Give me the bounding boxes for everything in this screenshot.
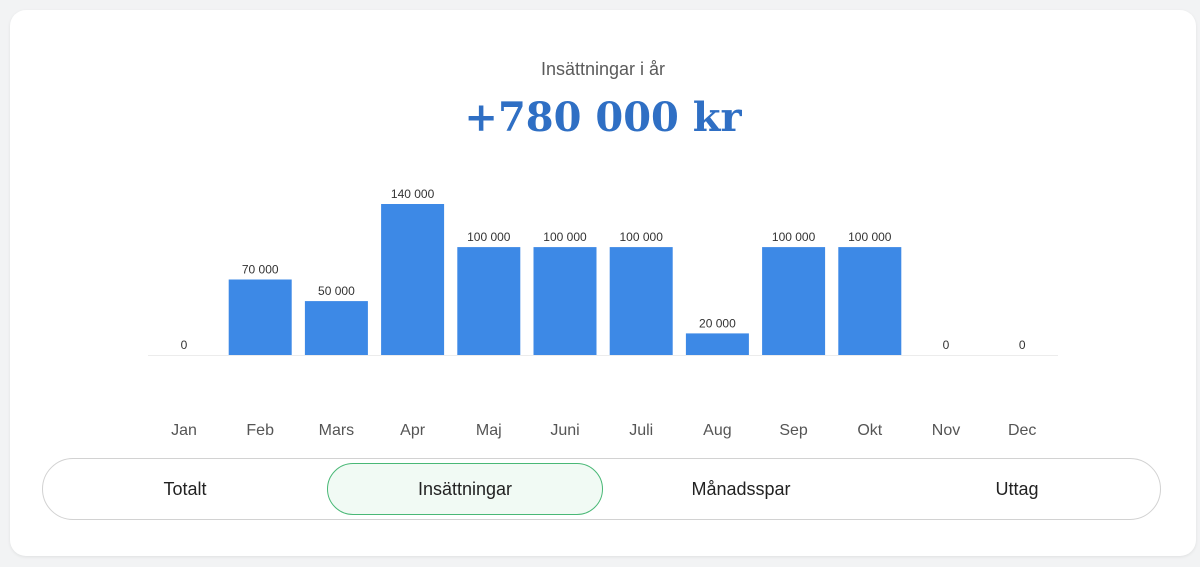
x-tick-nov: Nov [932,422,960,439]
x-tick-aug: Aug [703,422,731,439]
bar-okt[interactable] [838,247,902,355]
data-label-apr: 140 000 [391,187,435,201]
view-tabs: Totalt Insättningar Månadsspar Uttag [42,458,1161,520]
data-label-aug: 20 000 [699,316,736,330]
x-tick-sep: Sep [779,422,808,439]
deposits-card: Insättningar i år +780 000 kr 0 Jan 70 000… [10,10,1196,556]
bar-juni[interactable] [533,247,597,355]
bar-sep[interactable] [762,247,826,355]
x-tick-feb: Feb [246,422,274,439]
tab-insattningar[interactable]: Insättningar [327,463,603,515]
tab-totalt[interactable]: Totalt [163,478,207,499]
bar-maj[interactable] [457,247,521,355]
bar-aug[interactable] [685,333,749,355]
data-label-juni: 100 000 [543,230,587,244]
data-label-maj: 100 000 [467,230,511,244]
bar-feb[interactable] [228,279,292,356]
x-tick-juli: Juli [629,422,653,439]
x-tick-okt: Okt [857,422,882,439]
data-label-okt: 100 000 [848,230,892,244]
x-tick-jan: Jan [171,422,197,439]
data-label-sep: 100 000 [772,230,816,244]
chart-subtitle: Insättningar i år [540,59,666,79]
tab-uttag[interactable]: Uttag [995,478,1039,499]
bar-juli[interactable] [609,247,673,355]
x-tick-dec: Dec [1008,422,1036,439]
data-label-dec: 0 [1019,338,1026,352]
x-tick-apr: Apr [400,422,426,439]
data-label-jan: 0 [181,338,188,352]
data-label-nov: 0 [943,338,950,352]
bar-mars[interactable] [304,301,368,355]
data-label-mars: 50 000 [318,284,355,298]
x-tick-maj: Maj [476,422,502,439]
data-label-feb: 70 000 [242,263,279,277]
x-tick-mars: Mars [319,422,355,439]
total-amount: +780 000 kr [464,94,742,141]
x-tick-juni: Juni [550,422,579,439]
bar-apr[interactable] [381,204,445,355]
deposits-bar-chart: 0 Jan 70 000 Feb 50 000 Mars 140 000 Apr 100 000… [148,187,1058,439]
data-label-juli: 100 000 [620,230,664,244]
tab-manadsspar[interactable]: Månadsspar [691,478,791,499]
